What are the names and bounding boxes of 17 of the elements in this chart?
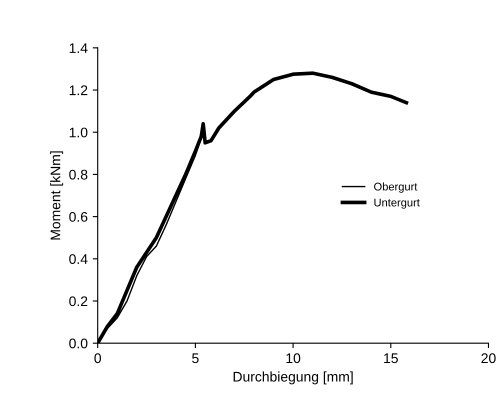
x-tick-label: 5 [192, 353, 199, 364]
y-tick-label: 0.2 [69, 296, 88, 306]
x-tick-label: 10 [286, 353, 300, 364]
y-tick-label: 0.0 [69, 338, 88, 348]
y-tick-label: 0.6 [69, 212, 88, 222]
legend-label: Untergurt [374, 198, 420, 209]
x-tick-label: 0 [94, 353, 102, 364]
y-tick-label: 1.0 [70, 128, 88, 138]
x-tick-label: 20 [481, 353, 496, 364]
x-axis-title: Durchbiegung [mm] [234, 371, 353, 384]
x-tick-label: 15 [384, 353, 398, 364]
y-tick-label: 1.2 [70, 85, 88, 96]
y-tick-label: 0.4 [69, 254, 88, 264]
legend-label: Obergurt [374, 182, 418, 193]
y-tick-label: 0.8 [69, 170, 88, 180]
y-tick-label: 1.4 [70, 43, 88, 53]
y-axis-title: Moment [kNm] [50, 151, 64, 240]
